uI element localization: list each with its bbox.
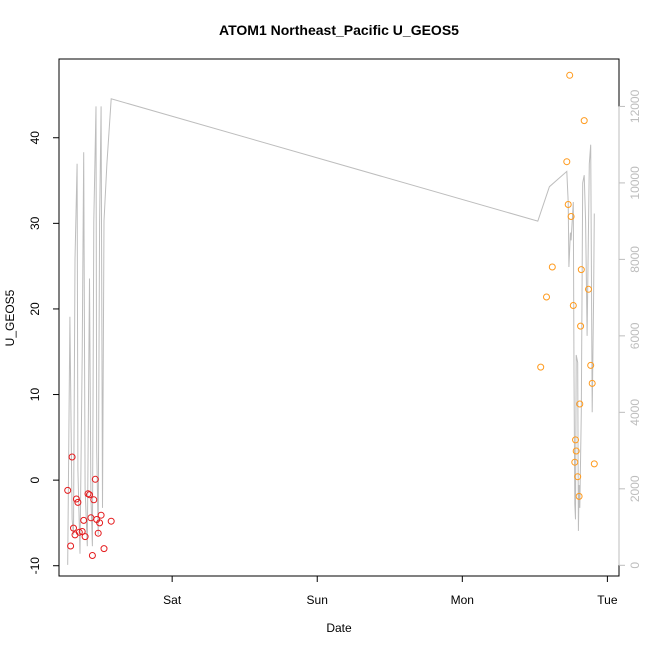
data-point — [107, 517, 115, 525]
data-point — [94, 529, 102, 537]
plot-frame — [58, 58, 620, 577]
data-point — [574, 473, 582, 481]
data-point — [74, 498, 82, 506]
altitude-line-layer — [67, 98, 595, 565]
data-point — [70, 524, 77, 532]
x-tick-label: Mon — [451, 593, 474, 607]
data-point — [90, 496, 98, 504]
data-point — [81, 533, 89, 541]
y-axis: -10 0 10 20 30 40 — [28, 131, 60, 575]
y2-tick-label: 2000 — [628, 475, 642, 502]
data-point — [88, 552, 96, 559]
data-point — [585, 285, 592, 293]
y-axis-title: U_GEOS5 — [3, 289, 17, 346]
data-point — [588, 379, 596, 387]
y-tick-label: -10 — [28, 557, 42, 575]
data-point — [75, 528, 83, 536]
data-point — [577, 266, 585, 274]
data-point — [96, 519, 104, 527]
x-axis-title: Date — [326, 621, 352, 635]
x-tick-label: Sat — [163, 593, 182, 607]
data-point — [86, 491, 93, 499]
data-point — [590, 460, 598, 468]
y2-tick-label: 8000 — [628, 246, 642, 273]
data-point — [572, 436, 579, 444]
data-point — [575, 492, 583, 500]
data-point — [100, 545, 108, 553]
y2-tick-label: 0 — [628, 562, 642, 569]
data-point — [67, 542, 75, 550]
y-tick-label: 20 — [28, 302, 42, 316]
altitude-line — [67, 98, 595, 565]
data-point — [576, 400, 584, 408]
data-point — [543, 293, 550, 301]
data-point — [587, 361, 595, 369]
data-point — [64, 486, 72, 494]
data-point — [563, 158, 571, 166]
data-point — [577, 322, 585, 330]
data-point — [572, 447, 580, 455]
data-point — [537, 363, 545, 371]
x-tick-label: Tue — [597, 593, 618, 607]
x-tick-label: Sun — [307, 593, 328, 607]
data-point — [564, 201, 572, 208]
data-point — [84, 490, 92, 498]
points-layer — [64, 71, 598, 559]
data-point — [567, 213, 575, 220]
data-point — [68, 453, 76, 461]
data-point — [80, 516, 88, 524]
data-point — [78, 528, 86, 535]
y-tick-label: 40 — [28, 131, 42, 145]
y2-tick-label: 4000 — [628, 399, 642, 426]
y2-tick-label: 10000 — [628, 166, 642, 200]
data-point — [580, 117, 588, 125]
data-point — [571, 458, 579, 466]
data-point — [72, 495, 80, 503]
data-point — [566, 71, 574, 79]
x-axis: Sat Sun Mon Tue — [163, 575, 618, 607]
data-point — [91, 475, 99, 483]
data-point — [97, 511, 105, 519]
y-tick-label: 30 — [28, 216, 42, 230]
y2-tick-label: 6000 — [628, 322, 642, 349]
data-point — [569, 302, 577, 309]
chart-title: ATOM1 Northeast_Pacific U_GEOS5 — [219, 22, 459, 38]
y-tick-label: 0 — [28, 476, 42, 483]
y-tick-label: 10 — [28, 388, 42, 402]
y2-tick-label: 12000 — [628, 89, 642, 123]
y2-axis: 0 2000 4000 6000 8000 10000 12000 — [618, 89, 642, 569]
data-point — [548, 263, 556, 271]
